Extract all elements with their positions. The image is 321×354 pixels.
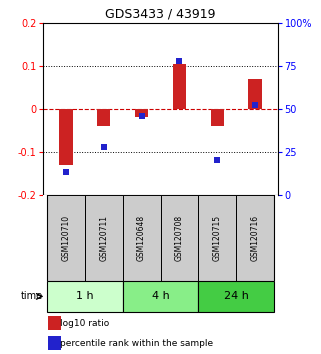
- Point: [64, 170, 69, 175]
- Point: [139, 113, 144, 119]
- Text: GSM120710: GSM120710: [62, 215, 71, 261]
- Bar: [135, 109, 148, 118]
- Bar: [123, 195, 160, 281]
- Bar: [198, 281, 274, 312]
- Point: [215, 158, 220, 163]
- Text: GSM120715: GSM120715: [213, 215, 222, 261]
- Text: GSM120711: GSM120711: [99, 215, 108, 261]
- Text: time: time: [21, 291, 43, 301]
- Bar: [236, 195, 274, 281]
- Bar: [160, 195, 198, 281]
- Text: GSM120716: GSM120716: [250, 215, 259, 261]
- Text: 24 h: 24 h: [224, 291, 248, 301]
- Point: [177, 58, 182, 64]
- Text: log10 ratio: log10 ratio: [60, 319, 109, 328]
- Bar: [47, 281, 123, 312]
- Text: 4 h: 4 h: [152, 291, 169, 301]
- Bar: [248, 79, 262, 109]
- Bar: [198, 195, 236, 281]
- Bar: [211, 109, 224, 126]
- Bar: [173, 64, 186, 109]
- Text: GSM120648: GSM120648: [137, 215, 146, 261]
- Bar: [59, 109, 73, 165]
- Bar: [47, 195, 85, 281]
- Title: GDS3433 / 43919: GDS3433 / 43919: [105, 7, 216, 21]
- Bar: [48, 316, 61, 330]
- Text: 1 h: 1 h: [76, 291, 94, 301]
- Bar: [97, 109, 110, 126]
- Bar: [85, 195, 123, 281]
- Point: [101, 144, 106, 149]
- Text: GSM120708: GSM120708: [175, 215, 184, 261]
- Text: percentile rank within the sample: percentile rank within the sample: [60, 339, 213, 348]
- Point: [252, 103, 257, 108]
- Bar: [48, 336, 61, 350]
- Bar: [123, 281, 198, 312]
